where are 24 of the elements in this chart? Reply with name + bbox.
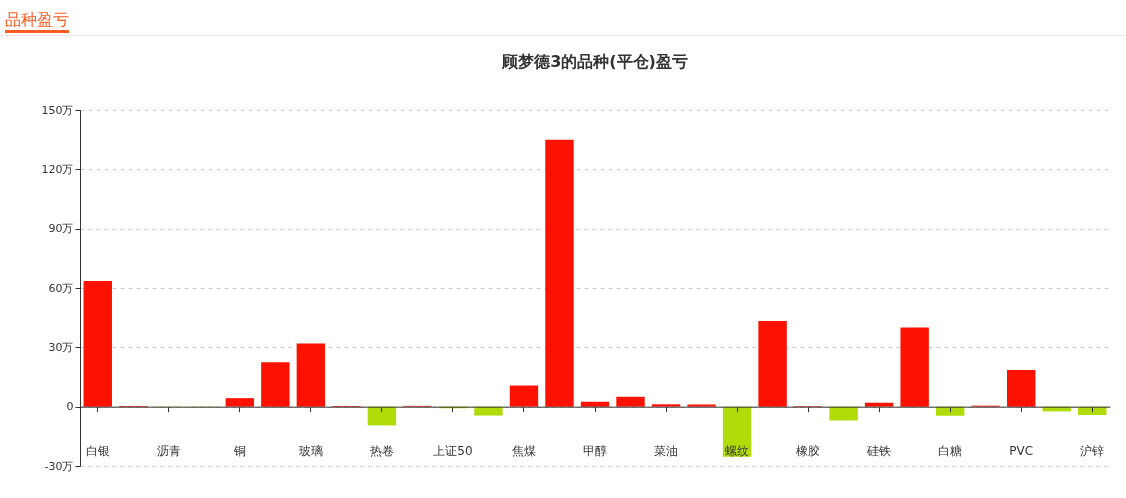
y-tick-label: 120万 [41,162,74,176]
x-tick-label: 沥青 [156,444,181,459]
y-tick-label: 0 [66,400,74,414]
x-tick-label: 甲醇 [583,444,607,459]
y-tick-label: -30万 [44,459,74,473]
chart-title: 顾梦德3的品种(平仓)盈亏 [501,52,688,71]
text: 品种盈亏 [5,10,69,33]
x-tick-label: 沪锌 [1080,444,1105,459]
x-tick-label: 白银 [85,444,110,459]
y-tick-label: 90万 [48,222,74,236]
x-tick-label: 上证50 [433,444,473,459]
x-tick-label: 菜油 [654,444,679,459]
y-tick-label: 150万 [41,103,74,117]
x-tick-label: 热卷 [369,444,394,459]
x-tick-label: 玻璃 [298,444,323,459]
x-tick-label: PVC [1009,444,1034,459]
x-tick-label: 橡胶 [796,444,821,459]
y-tick-label: 60万 [48,281,74,295]
x-tick-label: 铜 [232,444,246,459]
x-tick-label: 焦煤 [511,444,536,459]
x-tick-label: 硅铁 [866,444,892,459]
x-tick-label: 白糖 [938,444,963,459]
x-tick-label: 螺纹 [725,444,750,459]
y-tick-label: 30万 [48,340,74,354]
